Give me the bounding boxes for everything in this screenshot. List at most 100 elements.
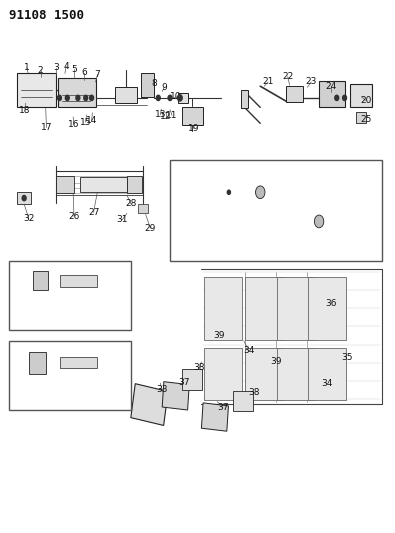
Text: 34: 34: [321, 378, 333, 387]
Circle shape: [314, 215, 324, 228]
Text: 1: 1: [24, 63, 30, 72]
Text: 33: 33: [156, 385, 168, 394]
Text: 39: 39: [270, 358, 282, 367]
Text: 29: 29: [145, 224, 156, 233]
Circle shape: [76, 95, 80, 101]
Circle shape: [342, 95, 346, 101]
Bar: [115, 87, 137, 103]
Bar: [204, 277, 242, 340]
Text: 16: 16: [68, 120, 80, 129]
Text: 38: 38: [194, 363, 205, 372]
Text: 12: 12: [160, 112, 172, 122]
Text: 11: 11: [166, 111, 178, 120]
Text: 7: 7: [95, 70, 100, 79]
Text: 37: 37: [178, 377, 190, 386]
Bar: [350, 84, 372, 108]
Text: 31: 31: [117, 215, 128, 224]
Text: 5: 5: [71, 64, 77, 74]
Text: 27: 27: [53, 268, 64, 277]
Text: 36: 36: [325, 299, 337, 308]
Bar: [245, 277, 283, 340]
Bar: [33, 271, 49, 290]
Text: 3: 3: [53, 63, 59, 72]
Bar: [127, 176, 142, 193]
Text: 39: 39: [213, 331, 225, 340]
Bar: [60, 357, 98, 368]
Bar: [17, 192, 31, 204]
Text: 27: 27: [60, 346, 72, 355]
Bar: [9, 261, 131, 330]
Text: 10: 10: [170, 92, 182, 101]
Bar: [29, 352, 47, 374]
Text: 15: 15: [80, 118, 92, 127]
Bar: [80, 177, 127, 192]
Bar: [182, 369, 202, 390]
Bar: [141, 73, 154, 97]
Circle shape: [256, 186, 265, 199]
Bar: [58, 78, 96, 108]
Bar: [245, 348, 283, 400]
Text: 27: 27: [88, 208, 99, 217]
Text: 18: 18: [19, 106, 31, 115]
Text: 30: 30: [17, 364, 29, 373]
Circle shape: [58, 95, 61, 101]
Text: 24: 24: [325, 82, 337, 91]
Circle shape: [177, 95, 182, 101]
Text: 25: 25: [361, 115, 372, 124]
Circle shape: [84, 95, 88, 101]
Circle shape: [335, 95, 339, 101]
Bar: [308, 348, 346, 400]
Bar: [138, 204, 148, 214]
Bar: [241, 90, 248, 109]
Bar: [277, 277, 314, 340]
Bar: [277, 348, 314, 400]
Text: 6: 6: [81, 68, 87, 77]
Bar: [17, 73, 56, 108]
Text: 2: 2: [38, 66, 43, 75]
Text: 19: 19: [188, 124, 199, 133]
Bar: [131, 384, 168, 425]
Text: 8: 8: [151, 79, 157, 88]
Bar: [178, 93, 188, 103]
Circle shape: [22, 196, 26, 201]
Bar: [308, 277, 346, 340]
Bar: [286, 86, 303, 102]
Bar: [170, 160, 382, 261]
Text: 20: 20: [361, 96, 372, 105]
Text: 22: 22: [282, 72, 293, 81]
Text: 35: 35: [341, 353, 352, 362]
Bar: [162, 382, 189, 410]
Bar: [201, 403, 228, 431]
Text: 4: 4: [63, 62, 69, 70]
Bar: [56, 176, 74, 193]
Text: 23: 23: [306, 77, 317, 86]
Text: 9: 9: [161, 83, 167, 92]
Text: 27: 27: [60, 268, 72, 277]
Bar: [204, 348, 242, 400]
Text: 37: 37: [217, 402, 229, 411]
Text: 30: 30: [25, 369, 37, 378]
Text: 91108 1500: 91108 1500: [9, 10, 84, 22]
Circle shape: [168, 95, 172, 101]
Bar: [319, 81, 344, 108]
Bar: [60, 275, 98, 287]
Text: 34: 34: [243, 346, 254, 355]
Bar: [233, 391, 253, 411]
Text: 27: 27: [68, 346, 80, 355]
Text: 30: 30: [29, 287, 40, 296]
Text: 28: 28: [125, 199, 137, 208]
Text: 14: 14: [86, 116, 97, 125]
Text: 38: 38: [248, 388, 260, 397]
Text: 21: 21: [262, 77, 274, 86]
Text: 30: 30: [21, 287, 33, 296]
Circle shape: [156, 95, 160, 101]
Circle shape: [227, 190, 230, 195]
Circle shape: [90, 95, 94, 101]
Bar: [9, 341, 131, 410]
Text: 17: 17: [41, 123, 52, 132]
Text: 26: 26: [68, 212, 80, 221]
Text: 13: 13: [154, 110, 166, 119]
Bar: [356, 112, 366, 123]
Text: 32: 32: [23, 214, 34, 223]
Text: 32A: 32A: [244, 182, 261, 191]
